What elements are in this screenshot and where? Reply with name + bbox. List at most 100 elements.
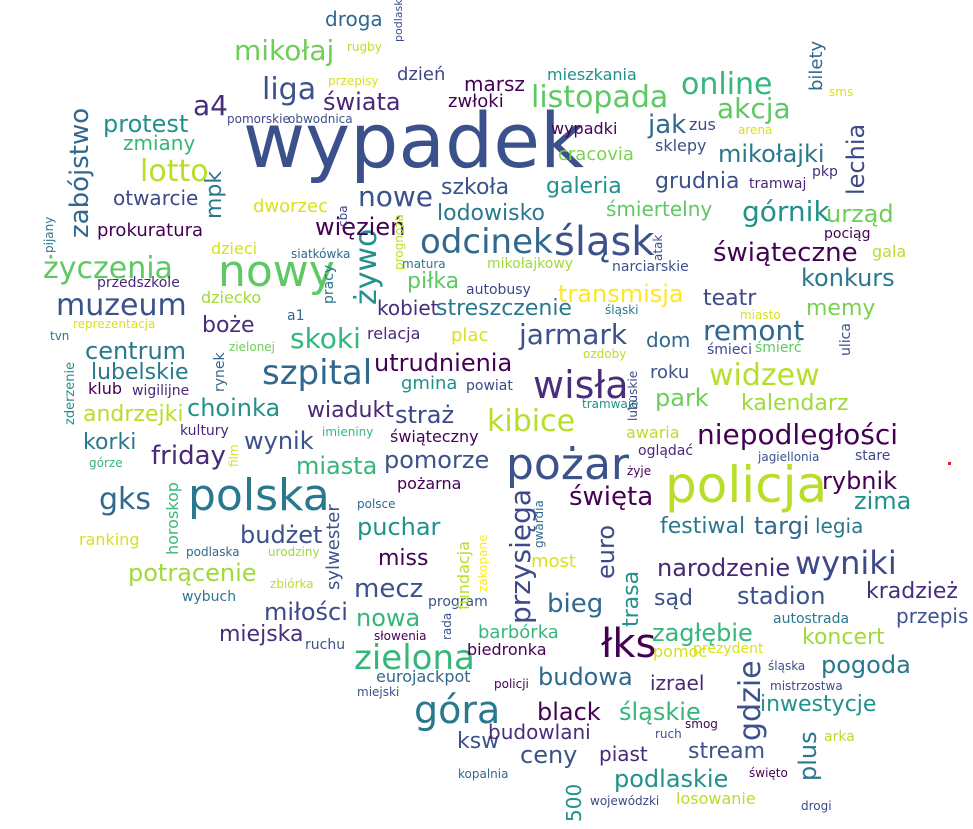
word: mistrzostwa [770, 679, 843, 693]
word: inwestycje [760, 692, 877, 717]
word: śmierć [755, 340, 802, 356]
word: cracovia [558, 144, 634, 165]
word: droga [325, 7, 383, 31]
word: ulica [838, 323, 854, 356]
word: rynek [212, 352, 228, 392]
word: zderzenie [63, 361, 78, 425]
word: ruchu [305, 637, 346, 653]
word: muzeum [56, 288, 187, 323]
word: miłości [264, 598, 348, 626]
word: plus [794, 731, 822, 781]
word: lodowisko [437, 201, 545, 226]
word: puchar [357, 513, 441, 541]
word: tramwaje [582, 397, 639, 411]
word: prognoza [392, 214, 406, 270]
word: łks [601, 621, 657, 667]
word: wiadukt [307, 398, 394, 423]
word: lotto [140, 154, 209, 189]
word: drogi [801, 799, 832, 813]
word: film [227, 444, 241, 467]
word: wybuch [182, 589, 237, 605]
word: lubelskie [91, 360, 189, 385]
word: narodzenie [657, 554, 791, 582]
word: cba [336, 205, 350, 227]
word: ranking [79, 530, 140, 549]
word: pociąg [824, 226, 871, 242]
word: urząd [826, 200, 894, 228]
word: pomorze [384, 446, 490, 474]
word: legia [815, 514, 864, 538]
word: zwłoki [448, 91, 504, 112]
word: izrael [650, 671, 705, 695]
word: budowlani [488, 720, 591, 744]
word: sylwester [323, 504, 344, 590]
word: sąd [654, 586, 693, 611]
word: wypadki [551, 119, 618, 138]
word: rada [440, 612, 454, 640]
word: autostrada [773, 611, 850, 627]
word: smog [685, 717, 718, 731]
word: zielonej [229, 340, 276, 354]
word: policja [665, 456, 828, 514]
word: a4 [193, 89, 228, 122]
word: kradzież [866, 579, 958, 604]
word: boże [202, 313, 255, 338]
word: świąteczne [713, 238, 858, 268]
word: pomoc [653, 642, 708, 661]
word: streszczenie [436, 296, 572, 321]
word: przedszkole [97, 275, 180, 291]
word: powiat [466, 378, 513, 394]
word: obwodnica [288, 112, 353, 126]
word: święta [569, 482, 654, 512]
word: śląsk [554, 219, 655, 265]
word: andrzejki [83, 402, 184, 427]
word: reprezentacja [73, 317, 156, 331]
word: grudnia [655, 169, 740, 194]
word: wigilijne [132, 383, 190, 399]
stray-dot [948, 462, 951, 465]
word: sms [829, 85, 854, 99]
word: a1 [287, 308, 305, 324]
word: szpital [262, 353, 373, 393]
word: miss [378, 546, 429, 571]
word: program [428, 594, 488, 610]
word: memy [806, 296, 876, 321]
word: mieszkania [547, 65, 637, 84]
word: fundacja [454, 541, 473, 610]
word: miejski [357, 685, 400, 699]
word: liga [262, 72, 317, 107]
word: prokuratura [97, 220, 204, 241]
word: skoki [290, 322, 361, 355]
word: świąteczny [390, 427, 479, 446]
word: sklepy [655, 136, 707, 155]
word: świata [323, 88, 401, 116]
word: pracy [321, 264, 337, 304]
word: friday [151, 441, 226, 471]
word: bilety [806, 40, 827, 91]
word: listopada [531, 80, 669, 115]
word: zbiórka [270, 577, 314, 591]
word: galeria [546, 174, 622, 199]
word: przepisy [328, 74, 379, 88]
word: kobiet [377, 296, 439, 320]
word: online [681, 67, 773, 102]
word: potrącenie [128, 559, 257, 587]
word: pożar [506, 439, 629, 490]
word: relacja [367, 324, 421, 343]
word: festiwal [660, 514, 746, 539]
word: podlaskie [614, 765, 729, 793]
word: miasta [296, 452, 378, 480]
word: policji [494, 677, 529, 691]
word: teatr [703, 286, 757, 311]
word: transmisja [558, 280, 684, 308]
word: góra [414, 688, 501, 732]
word: koncert [802, 625, 885, 650]
word: arka [824, 729, 855, 745]
word: gala [872, 242, 907, 261]
word: dzieci [211, 239, 258, 258]
word: mecz [354, 574, 424, 604]
word: słowenia [374, 629, 427, 643]
word: jagiellonia [758, 450, 820, 464]
word: pkp [812, 164, 838, 180]
word: śmieci [707, 342, 753, 358]
